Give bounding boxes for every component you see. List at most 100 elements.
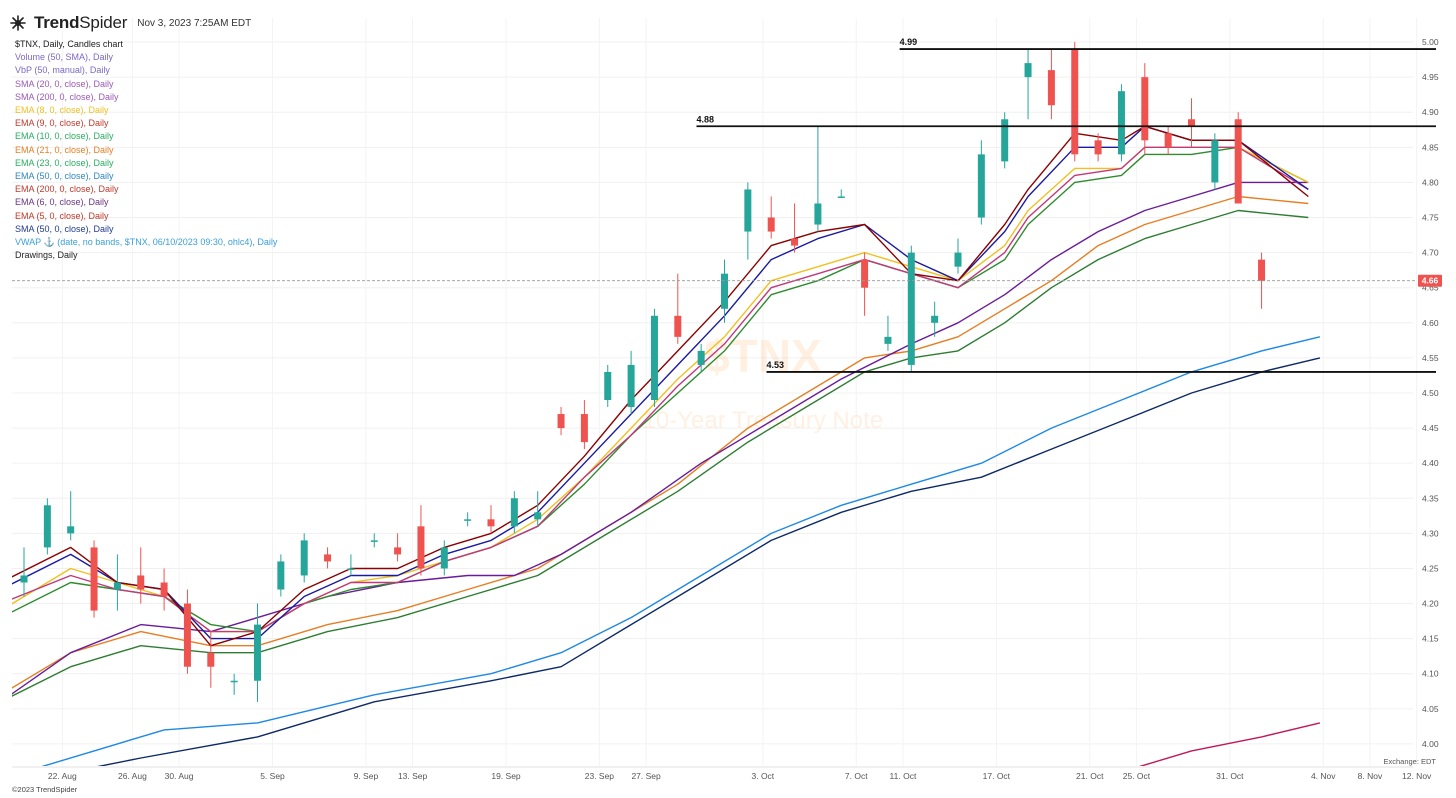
legend-item[interactable]: SMA (50, 0, close), Daily (15, 223, 114, 234)
candle-body[interactable] (440, 547, 448, 569)
series-line-sma50 (97, 357, 1321, 766)
candle-body[interactable] (1258, 259, 1266, 281)
candle-body[interactable] (627, 364, 635, 408)
legend-item[interactable]: $TNX, Daily, Candles chart (15, 39, 123, 49)
candle-body[interactable] (1211, 140, 1219, 183)
candle-body[interactable] (1047, 70, 1055, 106)
x-axis-tick-label: 21. Oct (1076, 771, 1104, 781)
candle-body[interactable] (20, 575, 28, 583)
candle-body[interactable] (370, 540, 378, 542)
candle-body[interactable] (464, 519, 472, 521)
series-line-ema9 (12, 146, 1309, 633)
candle-body[interactable] (137, 575, 145, 590)
legend-item[interactable]: EMA (8, 0, close), Daily (15, 105, 109, 116)
watermark-symbol: $TNX (704, 330, 822, 382)
x-axis-tick-label: 22. Aug (48, 771, 77, 781)
candle-body[interactable] (534, 512, 542, 520)
candle-body[interactable] (954, 252, 962, 267)
candle-body[interactable] (1188, 119, 1195, 127)
candle-body[interactable] (557, 414, 565, 429)
series-line-ema10 (12, 146, 1309, 633)
candle-body[interactable] (183, 603, 191, 667)
legend-item[interactable]: EMA (5, 0, close), Daily (15, 210, 109, 221)
candle-body[interactable] (1164, 133, 1172, 148)
y-axis-tick-label: 4.40 (1422, 458, 1439, 468)
candle-body[interactable] (1024, 63, 1032, 78)
candle-body[interactable] (861, 259, 869, 288)
legend-item[interactable]: SMA (200, 0, close), Daily (15, 91, 119, 102)
x-axis-tick-label: 5. Sep (260, 771, 285, 781)
y-axis-tick-label: 4.60 (1422, 318, 1439, 328)
legend-item[interactable]: EMA (9, 0, close), Daily (15, 118, 109, 129)
candle-body[interactable] (347, 568, 355, 570)
x-axis-tick-label: 11. Oct (890, 771, 917, 781)
candle-body[interactable] (1234, 119, 1242, 204)
y-axis-tick-label: 4.35 (1422, 493, 1439, 503)
candle-body[interactable] (1001, 119, 1009, 162)
legend-item[interactable]: VWAP ⚓ (date, no bands, $TNX, 06/10/2023… (15, 237, 278, 248)
legend-item[interactable]: EMA (23, 0, close), Daily (15, 157, 114, 168)
level-label: 4.88 (696, 114, 714, 124)
series-line-ema5 (12, 125, 1309, 647)
candle-body[interactable] (907, 252, 915, 365)
candle-body[interactable] (43, 505, 51, 548)
candle-body[interactable] (90, 547, 98, 611)
x-axis-tick-label: 31. Oct (1216, 771, 1244, 781)
candle-body[interactable] (721, 273, 728, 309)
candle-body[interactable] (254, 624, 261, 681)
y-axis-tick-label: 4.20 (1422, 599, 1439, 609)
candle-body[interactable] (487, 519, 495, 527)
candle-body[interactable] (510, 498, 518, 527)
y-axis-tick-label: 4.00 (1422, 739, 1439, 749)
legend-item[interactable]: Volume (50, SMA), Daily (15, 52, 114, 63)
candle-body[interactable] (1071, 49, 1079, 155)
indicator-legend: $TNX, Daily, Candles chart Volume (50, SM… (15, 38, 277, 262)
candle-body[interactable] (394, 547, 402, 555)
legend-item[interactable]: EMA (21, 0, close), Daily (15, 144, 114, 155)
candle-body[interactable] (1094, 140, 1102, 155)
last-price-label: 4.66 (1422, 276, 1439, 286)
candle-body[interactable] (650, 315, 658, 401)
y-axis-tick-label: 4.80 (1422, 177, 1439, 187)
y-axis-tick-label: 4.45 (1422, 423, 1439, 433)
candle-body[interactable] (160, 582, 168, 597)
y-axis-tick-label: 5.00 (1422, 37, 1439, 47)
candle-body[interactable] (674, 315, 682, 337)
legend-item[interactable]: EMA (200, 0, close), Daily (15, 184, 119, 195)
legend-item[interactable]: Drawings, Daily (15, 250, 78, 261)
brand-name-bold: Trend (34, 13, 80, 32)
candle-body[interactable] (1117, 91, 1125, 155)
candle-body[interactable] (207, 652, 215, 667)
chart-timestamp: Nov 3, 2023 7:25AM EDT (137, 17, 252, 29)
x-axis-tick-label: 4. Nov (1311, 771, 1336, 781)
candle-body[interactable] (300, 540, 308, 576)
x-axis-tick-label: 26. Aug (118, 771, 147, 781)
y-axis-tick-label: 4.50 (1422, 388, 1439, 398)
candle-body[interactable] (604, 371, 612, 401)
legend-item[interactable]: VbP (50, manual), Daily (15, 65, 110, 76)
candle-body[interactable] (417, 526, 425, 569)
candle-body[interactable] (230, 680, 238, 683)
candle-body[interactable] (697, 350, 705, 365)
candle-body[interactable] (744, 189, 752, 232)
candle-body[interactable] (277, 561, 285, 590)
candle-body[interactable] (837, 196, 845, 198)
candle-body[interactable] (977, 154, 985, 218)
candle-body[interactable] (1141, 77, 1149, 141)
candle-body[interactable] (931, 315, 939, 323)
candle-body[interactable] (113, 582, 121, 590)
legend-item[interactable]: EMA (50, 0, close), Daily (15, 171, 114, 182)
legend-item[interactable]: EMA (6, 0, close), Daily (15, 197, 109, 208)
candle-body[interactable] (580, 414, 588, 443)
legend-item[interactable]: EMA (10, 0, close), Daily (15, 131, 114, 142)
candle-body[interactable] (67, 526, 75, 534)
candle-body[interactable] (791, 238, 799, 246)
candle-body[interactable] (767, 217, 775, 232)
candle-body[interactable] (884, 336, 892, 344)
x-axis-tick-label: 17. Oct (983, 771, 1011, 781)
y-axis-tick-label: 4.75 (1422, 213, 1439, 223)
candle-body[interactable] (324, 554, 332, 562)
candle-body[interactable] (814, 203, 822, 225)
legend-item[interactable]: SMA (20, 0, close), Daily (15, 78, 114, 89)
